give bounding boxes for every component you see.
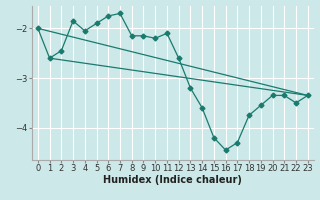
X-axis label: Humidex (Indice chaleur): Humidex (Indice chaleur) [103, 175, 242, 185]
